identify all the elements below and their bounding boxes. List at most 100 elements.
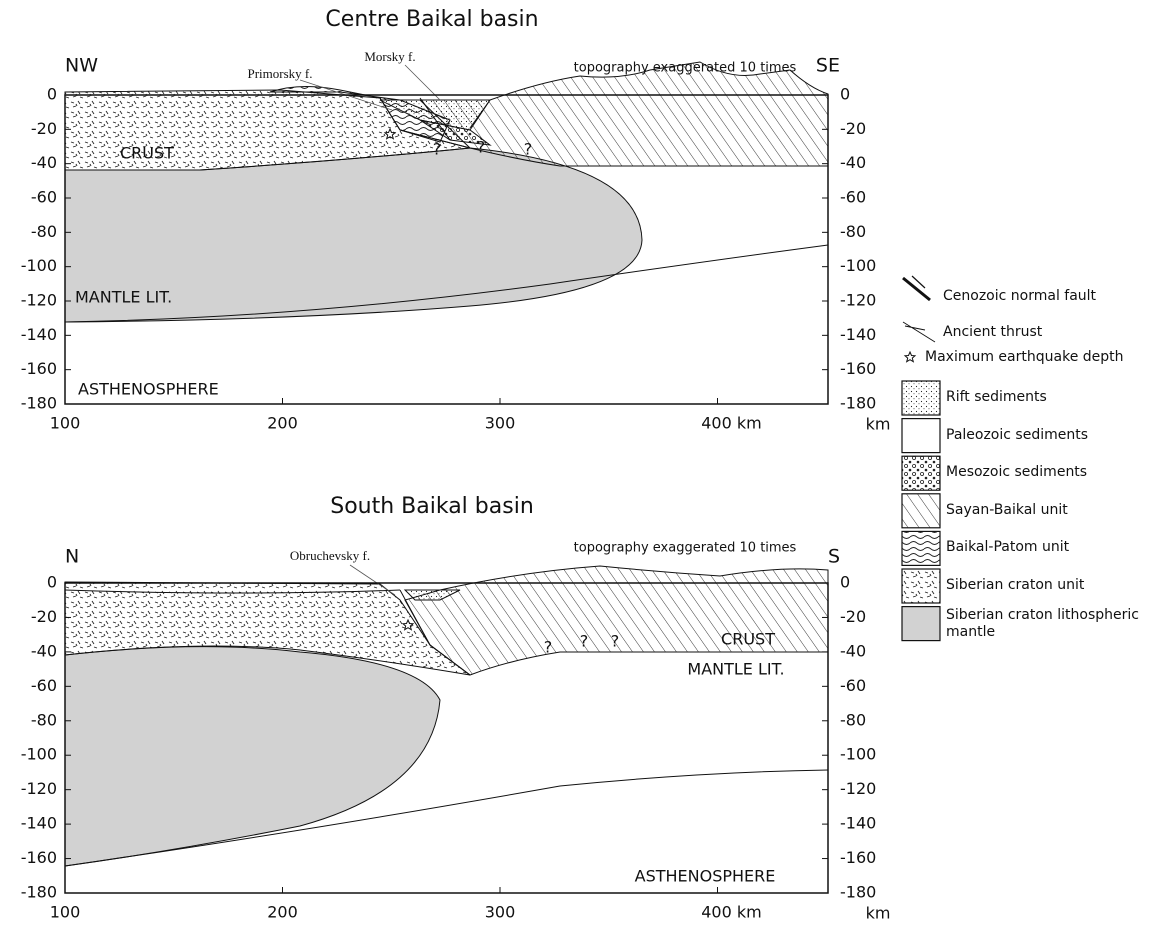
- asthenosphere-label: ASTHENOSPHERE: [78, 380, 219, 399]
- uncertain-mark: ?: [433, 140, 442, 159]
- depth-label: -60: [840, 676, 866, 695]
- depth-label: -80: [31, 222, 57, 241]
- depth-label: -80: [31, 710, 57, 729]
- topography-note: topography exaggerated 10 times: [574, 61, 797, 76]
- distance-label: 200: [267, 414, 298, 433]
- boundary-line: [64, 589, 401, 594]
- right-direction: SE: [816, 55, 840, 77]
- distance-label: 300: [485, 903, 516, 922]
- boundary-line: [399, 589, 471, 676]
- mantle-label: MANTLE LIT.: [75, 288, 172, 307]
- fault-leader: [404, 64, 441, 101]
- mesozoic-sediments: [419, 119, 492, 146]
- legend-text: Sayan-Baikal unit: [946, 501, 1068, 518]
- depth-label: -180: [840, 394, 876, 413]
- depth-label: -100: [21, 256, 57, 275]
- legend-swatch: [901, 568, 941, 604]
- section-title: Centre Baikal basin: [325, 7, 538, 32]
- distance-label: 400 km: [701, 414, 761, 433]
- depth-label: -100: [840, 745, 876, 764]
- earthquake-star: [401, 618, 415, 631]
- mantle-body: [64, 646, 441, 867]
- boundary-line: [64, 769, 829, 867]
- normal-fault-symbol: [911, 275, 926, 289]
- uncertain-mark: ?: [580, 632, 589, 651]
- depth-label: -40: [840, 153, 866, 172]
- depth-label: 0: [840, 85, 850, 104]
- depth-label: -40: [840, 641, 866, 660]
- uncertain-mark: ?: [477, 138, 486, 157]
- depth-label: -160: [21, 848, 57, 867]
- legend-text: Rift sediments: [946, 389, 1047, 405]
- thrust-symbol: [902, 321, 936, 343]
- depth-label: -60: [840, 188, 866, 207]
- depth-label: 0: [47, 85, 57, 104]
- legend-swatch: [901, 605, 941, 642]
- depth-label: -20: [840, 119, 866, 138]
- distance-label: 100: [50, 414, 81, 433]
- depth-label: -100: [840, 256, 876, 275]
- legend-swatch: [901, 380, 941, 416]
- depth-label: -40: [31, 641, 57, 660]
- uncertain-mark: ?: [611, 632, 620, 651]
- boundary-line: [64, 244, 829, 323]
- depth-label: -140: [840, 814, 876, 833]
- plot-frame: [64, 94, 829, 405]
- axis-unit: km: [866, 904, 891, 923]
- left-direction: N: [65, 546, 79, 568]
- boundary-line: [469, 99, 491, 129]
- depth-label: -140: [840, 325, 876, 344]
- depth-label: -20: [31, 119, 57, 138]
- depth-label: -120: [21, 291, 57, 310]
- fault-leader: [349, 564, 396, 596]
- depth-label: -140: [21, 814, 57, 833]
- legend-text: Paleozoic sediments: [946, 426, 1089, 443]
- depth-label: 0: [47, 573, 57, 592]
- depth-label: -120: [840, 779, 876, 798]
- depth-label: -140: [21, 325, 57, 344]
- depth-label: -160: [840, 848, 876, 867]
- legend-swatch: [901, 455, 941, 491]
- legend-text: Ancient thrust: [943, 324, 1043, 340]
- plot-frame: [64, 582, 829, 894]
- uncertain-mark: ?: [544, 638, 553, 657]
- distance-label: 400 km: [701, 903, 761, 922]
- depth-label: -180: [21, 394, 57, 413]
- legend-swatch: [901, 493, 941, 529]
- legend-text: Baikal-Patom unit: [946, 539, 1070, 556]
- left-direction: NW: [65, 55, 98, 77]
- depth-label: -20: [31, 607, 57, 626]
- fault-label: Primorsky f.: [248, 66, 313, 81]
- section-title: South Baikal basin: [330, 494, 534, 519]
- legend-swatch: [901, 530, 941, 567]
- rift-sediments: [403, 589, 461, 601]
- depth-label: -40: [31, 153, 57, 172]
- depth-label: -180: [840, 883, 876, 902]
- crust-label: CRUST: [721, 630, 775, 649]
- depth-label: -120: [840, 291, 876, 310]
- depth-label: -20: [840, 607, 866, 626]
- axis-unit: km: [866, 415, 891, 434]
- legend-text: Cenozoic normal fault: [943, 288, 1097, 304]
- sayan-unit: [418, 61, 829, 167]
- depth-label: -60: [31, 676, 57, 695]
- depth-label: -80: [840, 710, 866, 729]
- distance-label: 100: [50, 903, 81, 922]
- asthenosphere-label: ASTHENOSPHERE: [635, 867, 776, 886]
- fault-label: Obruchevsky f.: [290, 548, 370, 563]
- depth-label: -160: [21, 359, 57, 378]
- craton-crust: [64, 581, 471, 676]
- legend-text: Maximum earthquake depth: [925, 349, 1124, 365]
- legend-text: Mesozoic sediments: [946, 464, 1088, 481]
- star-symbol: [903, 350, 917, 363]
- depth-label: -120: [21, 779, 57, 798]
- fault-label: Morsky f.: [364, 49, 415, 64]
- normal-fault-symbol: [902, 276, 931, 302]
- sayan-unit: [404, 565, 829, 676]
- distance-label: 300: [485, 414, 516, 433]
- depth-label: -180: [21, 883, 57, 902]
- legend-text: Siberian craton unit: [946, 577, 1085, 593]
- boundary-line: [419, 97, 451, 141]
